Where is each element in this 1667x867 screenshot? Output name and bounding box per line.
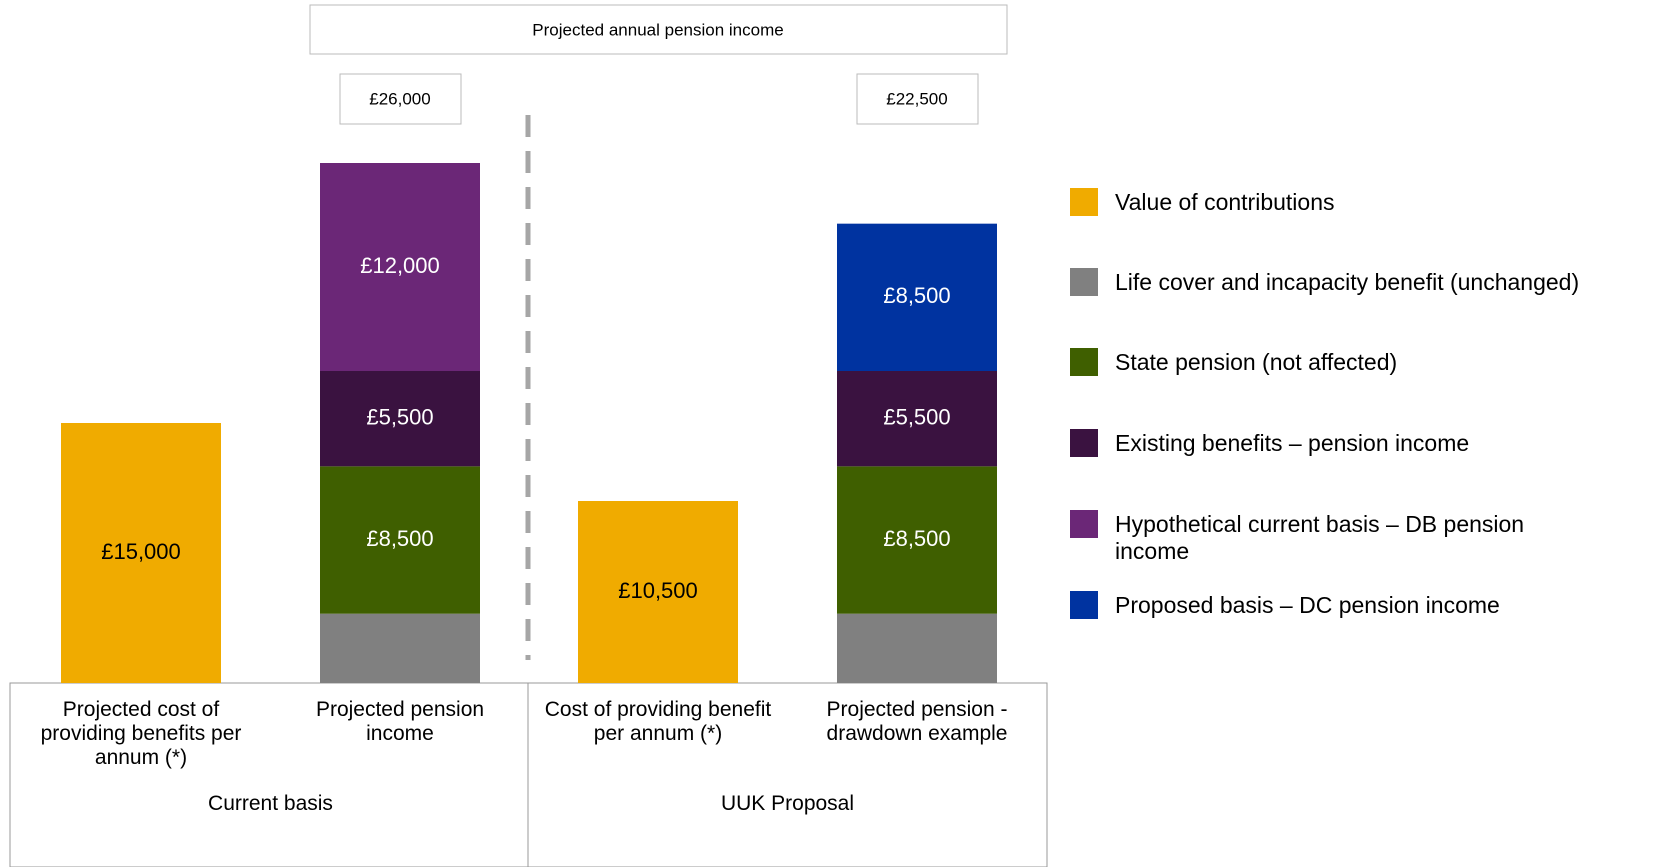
legend-swatch xyxy=(1070,268,1098,296)
value-label: £5,500 xyxy=(883,404,950,429)
legend-label: Hypothetical current basis – DB pension … xyxy=(1115,511,1525,564)
chart-title: Projected annual pension income xyxy=(532,20,783,39)
x-tick-label: Projected cost of providing benefits per… xyxy=(40,698,242,769)
value-label: £8,500 xyxy=(366,526,433,551)
group-label: UUK Proposal xyxy=(720,792,855,815)
value-label: £15,000 xyxy=(101,539,181,564)
legend-label: Proposed basis – DC pension income xyxy=(1115,592,1500,618)
total-label: £26,000 xyxy=(369,89,430,108)
bar-segment xyxy=(61,423,221,683)
legend-label: Value of contributions xyxy=(1115,189,1335,215)
legend-label: Existing benefits – pension income xyxy=(1115,430,1470,456)
title-box xyxy=(309,4,1008,55)
value-label: £5,500 xyxy=(366,404,433,429)
bar-segment xyxy=(320,163,480,371)
value-label: £8,500 xyxy=(883,526,950,551)
legend-label: State pension (not affected) xyxy=(1115,349,1398,375)
total-box xyxy=(856,73,979,125)
bar-segment xyxy=(320,466,480,614)
bar-segment xyxy=(837,613,997,683)
group-label: Current basis xyxy=(208,792,333,815)
bar-segment xyxy=(320,371,480,467)
bar-segment xyxy=(578,501,738,683)
bar-segment xyxy=(837,223,997,371)
legend-swatch xyxy=(1070,188,1098,216)
bar-segment xyxy=(837,466,997,614)
x-tick-label: Projected pension - drawdown example xyxy=(826,698,1008,745)
total-box xyxy=(339,73,462,125)
x-tick-label: Projected pension income xyxy=(315,698,485,745)
x-tick-label: Cost of providing benefit per annum (*) xyxy=(544,698,772,745)
legend-swatch xyxy=(1070,591,1098,619)
bar-segment xyxy=(320,613,480,683)
legend-swatch xyxy=(1070,429,1098,457)
bar-segment xyxy=(837,371,997,467)
total-label: £22,500 xyxy=(886,89,947,108)
legend-label: Life cover and incapacity benefit (uncha… xyxy=(1115,269,1580,295)
legend-swatch xyxy=(1070,348,1098,376)
value-label: £8,500 xyxy=(883,283,950,308)
legend-swatch xyxy=(1070,510,1098,538)
value-label: £10,500 xyxy=(618,578,698,603)
value-label: £12,000 xyxy=(360,253,440,278)
